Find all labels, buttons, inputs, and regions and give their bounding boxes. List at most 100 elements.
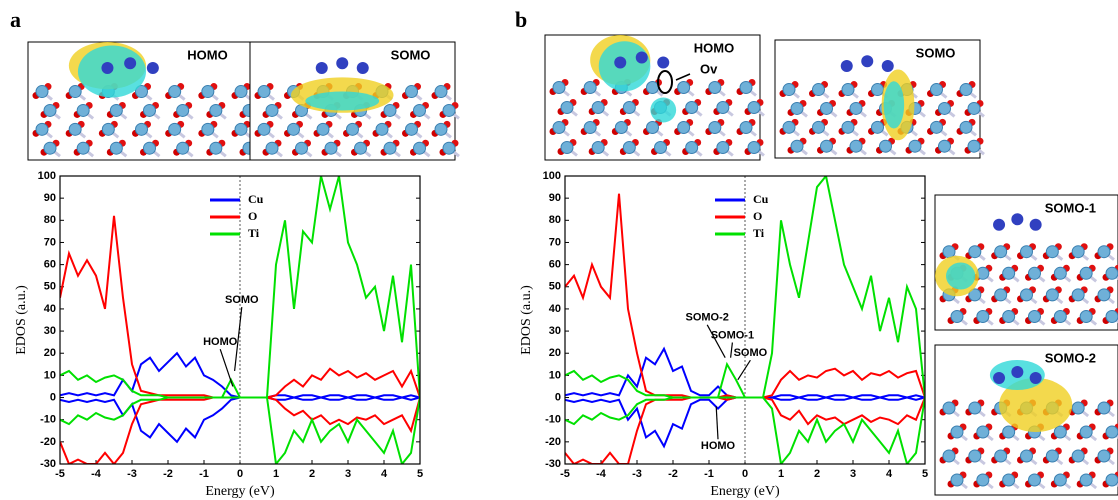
titanium-atom <box>234 85 248 99</box>
titanium-atom <box>1105 473 1118 487</box>
titanium-atom <box>143 141 156 155</box>
titanium-atom <box>942 401 956 415</box>
titanium-atom <box>1071 245 1085 259</box>
titanium-atom <box>43 141 57 155</box>
titanium-atom <box>583 81 597 94</box>
copper-atom <box>614 56 627 69</box>
titanium-atom <box>879 139 892 153</box>
titanium-atom <box>622 141 636 154</box>
y-tick-label: 70 <box>44 236 56 248</box>
copper-atom <box>1029 372 1042 384</box>
y-tick-label: 100 <box>38 170 56 182</box>
titanium-atom <box>976 425 990 439</box>
titanium-atom <box>552 121 566 134</box>
titanium-atom <box>646 121 659 134</box>
titanium-atom <box>871 83 884 97</box>
titanium-atom <box>646 81 659 94</box>
y-tick-label: -10 <box>40 414 56 426</box>
y-tick-label: 50 <box>44 281 56 293</box>
copper-atom <box>657 56 670 69</box>
vacancy-arrow <box>675 73 691 81</box>
titanium-atom <box>257 85 271 99</box>
titanium-atom <box>101 122 115 136</box>
x-tick-label: 4 <box>886 468 893 480</box>
titanium-atom <box>405 122 418 136</box>
orbital-lobe <box>945 262 976 290</box>
x-tick-label: 0 <box>742 468 748 480</box>
copper-atom <box>635 51 648 64</box>
titanium-atom <box>265 103 279 117</box>
annotation-arrow <box>730 342 733 358</box>
copper-atom <box>861 55 874 68</box>
titanium-atom <box>994 245 1008 259</box>
titanium-atom <box>959 83 973 97</box>
titanium-atom <box>1079 425 1093 439</box>
titanium-atom <box>708 81 722 94</box>
titanium-atom <box>950 425 964 439</box>
titanium-atom <box>1002 473 1016 487</box>
y-tick-label: -30 <box>40 458 56 470</box>
titanium-atom <box>685 141 699 154</box>
copper-atom <box>881 59 894 72</box>
titanium-atom <box>614 121 628 134</box>
copper-atom <box>1011 213 1024 226</box>
inset-image: SOMO-2 <box>934 344 1118 496</box>
titanium-atom <box>1079 266 1093 280</box>
titanium-atom <box>950 473 964 487</box>
titanium-atom <box>790 101 804 115</box>
x-tick-label: 2 <box>814 468 820 480</box>
x-tick-label: -2 <box>163 468 173 480</box>
titanium-atom <box>1097 288 1111 302</box>
y-tick-label: 70 <box>549 236 561 248</box>
x-tick-label: -2 <box>668 468 678 480</box>
titanium-atom <box>68 122 82 136</box>
titanium-atom <box>1071 288 1085 302</box>
inset-label: HOMO <box>694 40 734 55</box>
x-tick-label: -4 <box>91 468 102 480</box>
titanium-atom <box>968 245 982 259</box>
y-tick-label: 30 <box>44 325 56 337</box>
titanium-atom <box>43 103 57 117</box>
copper-atom <box>315 61 328 74</box>
titanium-atom <box>716 141 730 154</box>
titanium-atom <box>938 101 951 115</box>
copper-atom <box>840 59 853 72</box>
titanium-atom <box>68 85 82 99</box>
titanium-atom <box>168 122 182 136</box>
legend-label: Cu <box>753 192 769 206</box>
titanium-atom <box>442 141 456 155</box>
titanium-atom <box>1053 266 1067 280</box>
annotation-arrow <box>706 324 726 358</box>
y-tick-label: -30 <box>545 458 561 470</box>
titanium-atom <box>622 101 636 114</box>
titanium-atom <box>739 121 753 134</box>
inset-frame <box>544 34 761 161</box>
y-tick-label: 20 <box>44 347 56 359</box>
titanium-atom <box>976 310 990 323</box>
titanium-atom <box>747 141 761 154</box>
annotation: SOMO-1 <box>711 329 754 341</box>
titanium-atom <box>413 103 426 117</box>
titanium-atom <box>716 101 730 114</box>
titanium-atom <box>1071 401 1085 415</box>
titanium-atom <box>1071 449 1085 463</box>
titanium-atom <box>434 122 448 136</box>
titanium-atom <box>747 101 761 114</box>
y-tick-label: 30 <box>549 325 561 337</box>
x-axis-label: Energy (eV) <box>205 484 275 499</box>
x-tick-label: 4 <box>381 468 388 480</box>
titanium-atom <box>812 83 825 97</box>
inset-note: Ov <box>700 61 718 76</box>
titanium-atom <box>1045 449 1059 463</box>
copper-atom <box>993 218 1006 231</box>
titanium-atom <box>968 401 982 415</box>
y-tick-label: 40 <box>549 303 561 315</box>
x-tick-label: -3 <box>632 468 642 480</box>
titanium-atom <box>295 141 308 155</box>
titanium-atom <box>560 101 574 114</box>
titanium-atom <box>967 101 981 115</box>
edos-line <box>60 215 420 399</box>
inset-frame <box>774 39 981 159</box>
titanium-atom <box>968 449 982 463</box>
